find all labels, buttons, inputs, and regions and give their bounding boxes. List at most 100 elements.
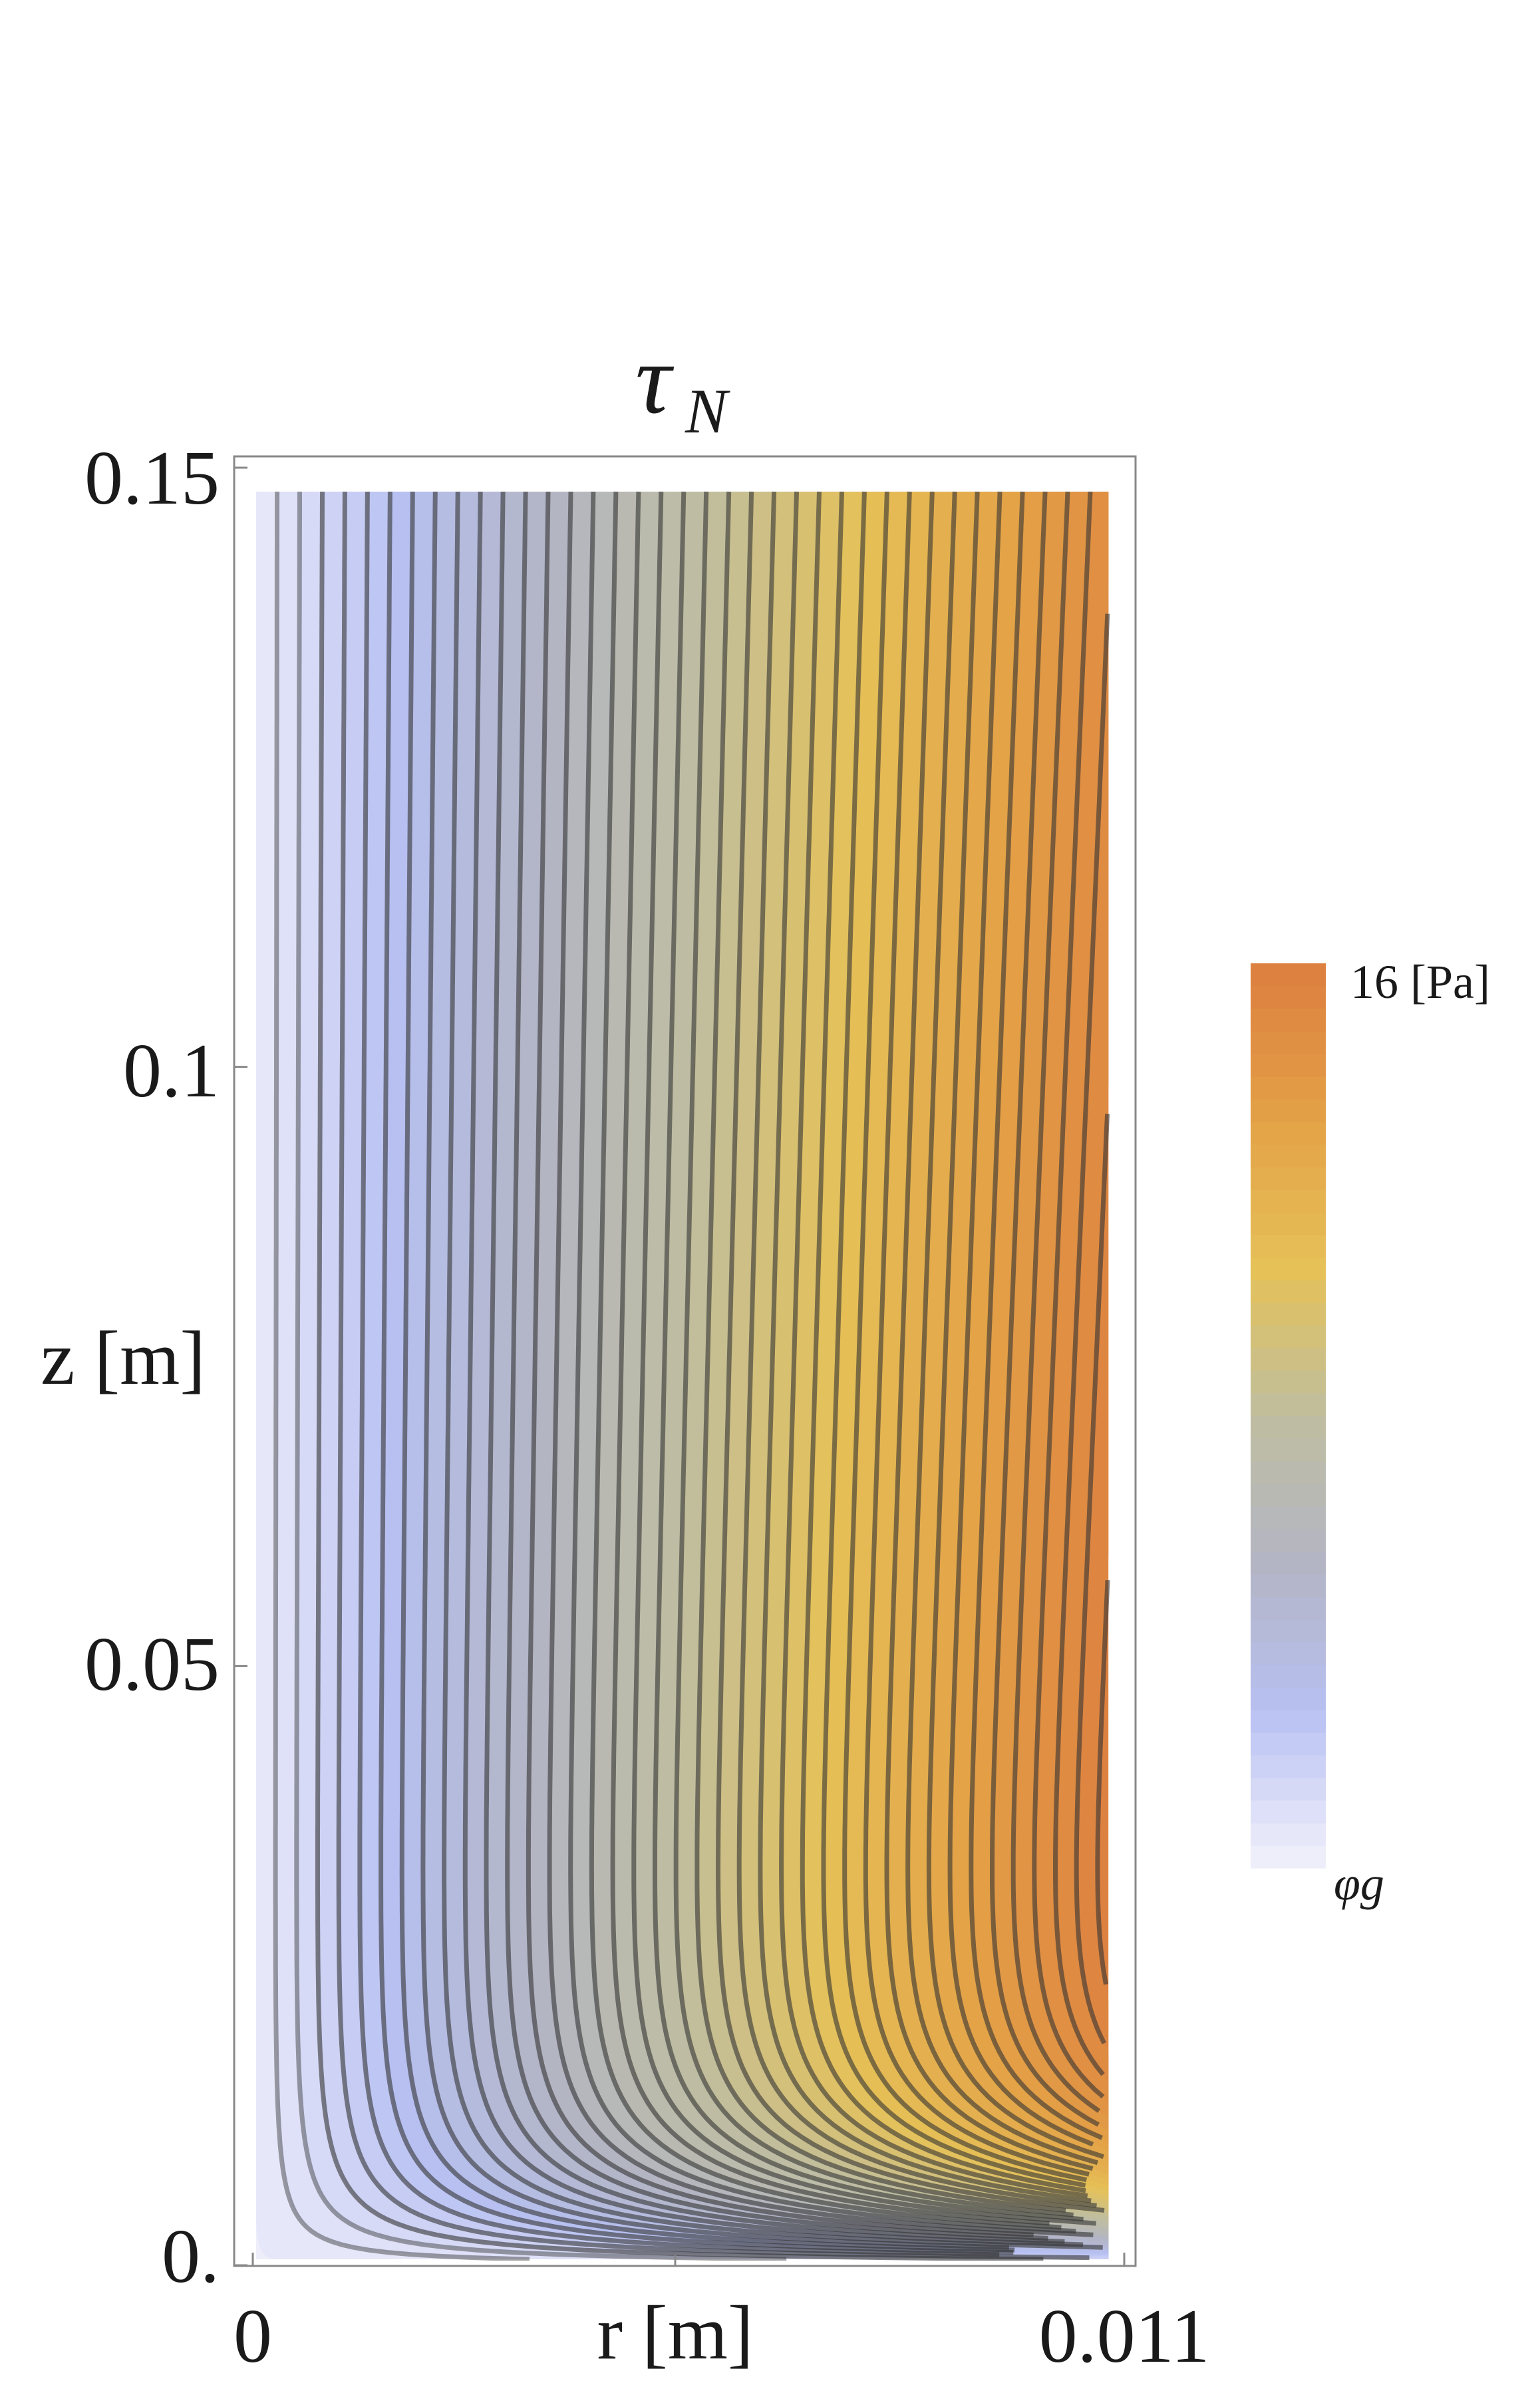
contour-line [821,491,1086,2188]
colorbar-band [1251,1212,1326,1235]
contour-line [842,491,1088,2183]
colorbar-band [1251,1529,1326,1552]
x-axis-label: r [m] [597,2291,753,2376]
colorbar-band [1251,1031,1326,1054]
contour-line [631,491,1096,2226]
contour-line [1074,1114,1110,2044]
contour-line [926,491,1104,2159]
contour-line [379,491,1014,2255]
colorbar-band [1251,963,1326,987]
contour-line [315,491,1044,2261]
colorbar-min-label: φg [1334,1857,1384,1910]
colorbar-band [1251,1370,1326,1394]
colorbar-band [1251,1190,1326,1213]
contour-line [905,491,1098,2165]
colorbar-band [1251,1167,1326,1190]
contour-line [610,491,1050,2226]
colorbar-band [1251,1076,1326,1100]
y-axis-label: z [m] [41,1316,206,1401]
colorbar-band [1251,986,1326,1009]
colorbar-band [1251,1732,1326,1756]
contour-line [294,492,787,2261]
contour-line [273,491,530,2261]
colorbar-band [1251,1778,1326,1801]
contour-line [589,491,1062,2230]
colorbar-band [1251,1144,1326,1168]
colorbar-band [1251,1574,1326,1597]
colorbar-band [1251,1280,1326,1303]
colorbar-band [1251,1710,1326,1733]
contour-line [694,491,1066,2213]
contour-line [969,491,1104,2140]
contour-line [526,491,1034,2237]
y-tick-label: 0. [162,2214,220,2299]
colorbar-legend: 16 [Pa] φg [1251,955,1490,1910]
contour-band [256,2218,273,2259]
colorbar-band [1251,1823,1326,1846]
contour-line [1095,1579,1110,1985]
colorbar-band [1251,1009,1326,1032]
colorbar-band [1251,1303,1326,1326]
x-axis-ticks: 0 0.011 [233,2294,1209,2379]
contour-line [442,491,1103,2250]
colorbar-band [1251,1235,1326,1258]
contour-line [947,491,1094,2147]
colorbar-band [1251,1845,1326,1869]
contour-line [716,491,1105,2213]
contour-line [399,491,1015,2253]
contour-line [863,491,1090,2177]
colorbar-band [1251,1597,1326,1620]
colorbar-band [1251,1551,1326,1575]
contour-line [736,491,1097,2208]
contour-line [673,491,1074,2217]
colorbar-band [1251,1642,1326,1665]
contour-line [420,491,1010,2250]
colorbar-band [1251,1257,1326,1281]
chart-title-symbol: τ [635,324,675,434]
contour-band [256,492,1109,2259]
x-tick-label: 0 [233,2294,272,2379]
y-tick-label: 0.05 [84,1622,220,1707]
contour-line [1053,613,1110,2076]
y-axis-ticks: 0. 0.05 0.1 0.15 [84,436,220,2299]
colorbar-band [1251,1665,1326,1688]
contour-line [462,491,1084,2247]
chart-title: τ N [635,324,730,446]
contour-line [779,491,1088,2199]
colorbar-band [1251,1506,1326,1529]
plot-frame [233,455,1137,2267]
contour-line [336,491,1090,2261]
colorbar-band [1251,1054,1326,1077]
contour-line [800,491,1086,2193]
colorbar-band [1251,1099,1326,1122]
colorbar-band [1251,1348,1326,1371]
chart-title-subscript: N [685,376,730,446]
colorbar-band [1251,1393,1326,1416]
axis-ticks [234,466,1126,2267]
contour-line [990,491,1100,2127]
colorbar-max-label: 16 [Pa] [1350,955,1490,1009]
colorbar-bands [1251,963,1326,1869]
colorbar-band [1251,1484,1326,1507]
contour-line [1032,491,1105,2099]
contour-line [1010,491,1101,2113]
contour-line [547,491,1094,2237]
colorbar-band [1251,1687,1326,1710]
colorbar-band [1251,1461,1326,1484]
contour-line [568,491,1076,2234]
contour-line [357,491,1000,2257]
contour-line [653,491,1084,2222]
y-tick-label: 0.15 [84,436,220,521]
colorbar-band [1251,1619,1326,1643]
colorbar-band [1251,1325,1326,1349]
colorbar-band [1251,1122,1326,1145]
contour-lines [273,491,1110,2261]
contour-line [884,491,1094,2171]
colorbar-band [1251,1800,1326,1824]
x-tick-label: 0.011 [1039,2294,1210,2379]
contour-line [484,491,1065,2244]
contour-line [758,491,1092,2203]
colorbar-band [1251,1755,1326,1778]
